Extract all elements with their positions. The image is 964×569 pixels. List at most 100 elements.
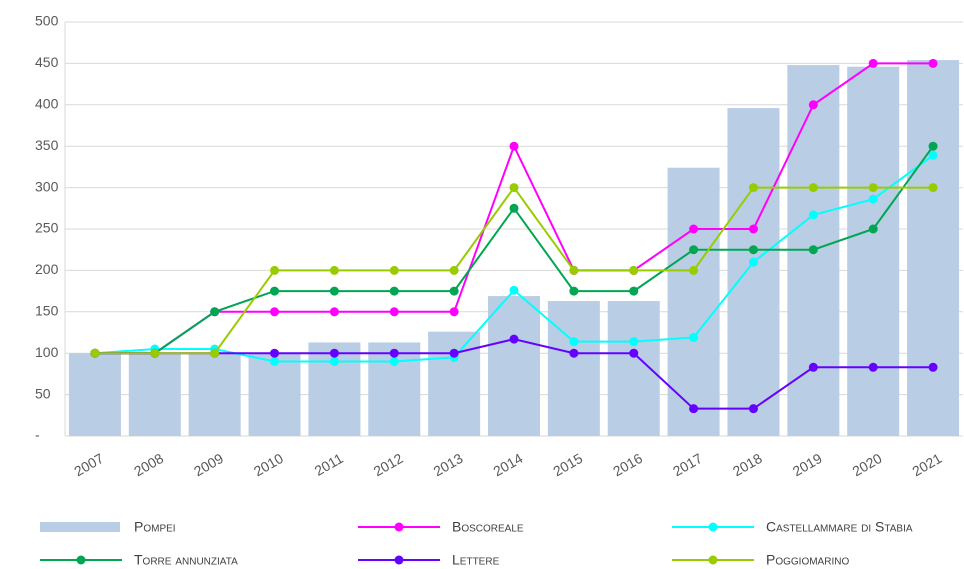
x-tick-label: 2021: [909, 450, 944, 480]
marker: [449, 286, 459, 296]
marker: [389, 307, 399, 317]
marker: [808, 362, 818, 372]
x-tick-label: 2014: [490, 450, 525, 480]
bar: [847, 66, 900, 436]
marker: [868, 362, 878, 372]
bar: [607, 301, 660, 436]
bar: [68, 353, 121, 436]
marker: [808, 183, 818, 193]
marker: [509, 141, 519, 151]
x-tick-label: 2017: [670, 450, 705, 480]
marker: [629, 337, 639, 347]
marker: [389, 348, 399, 358]
marker: [928, 150, 938, 160]
marker: [748, 183, 758, 193]
bar: [248, 353, 301, 436]
x-tick-label: 2015: [550, 450, 585, 480]
marker: [329, 356, 339, 366]
marker: [629, 348, 639, 358]
legend-marker: [708, 522, 718, 532]
y-tick-label: 150: [35, 303, 59, 319]
legend-marker: [394, 555, 404, 565]
marker: [509, 334, 519, 344]
marker: [210, 348, 220, 358]
y-tick-label: 450: [35, 54, 59, 70]
marker: [509, 183, 519, 193]
bar: [188, 353, 241, 436]
marker: [90, 348, 100, 358]
bar: [428, 331, 481, 436]
marker: [689, 224, 699, 234]
x-tick-label: 2007: [71, 450, 106, 480]
bar: [667, 167, 720, 436]
legend-label: Lettere: [452, 552, 500, 568]
legend-label: Poggiomarino: [766, 552, 849, 568]
marker: [329, 348, 339, 358]
marker: [270, 356, 280, 366]
marker: [748, 404, 758, 414]
marker: [808, 100, 818, 110]
y-tick-label: 300: [35, 178, 59, 194]
y-tick-label: 400: [35, 96, 59, 112]
legend-marker: [394, 522, 404, 532]
marker: [270, 307, 280, 317]
x-tick-label: 2018: [730, 450, 765, 480]
x-tick-label: 2009: [191, 450, 226, 480]
marker: [689, 332, 699, 342]
marker: [928, 141, 938, 151]
marker: [808, 245, 818, 255]
y-tick-label: 100: [35, 344, 59, 360]
marker: [868, 183, 878, 193]
x-tick-label: 2008: [131, 450, 166, 480]
marker: [808, 210, 818, 220]
marker: [629, 286, 639, 296]
bar: [488, 296, 540, 436]
y-tick-label: -: [35, 427, 40, 443]
marker: [210, 307, 220, 317]
marker: [270, 265, 280, 275]
marker: [868, 58, 878, 68]
legend-marker: [76, 555, 86, 565]
legend-marker: [708, 555, 718, 565]
marker: [928, 183, 938, 193]
legend-label: Boscoreale: [452, 519, 524, 535]
marker: [689, 265, 699, 275]
marker: [569, 348, 579, 358]
x-tick-label: 2019: [790, 450, 825, 480]
legend-label: Torre annunziata: [134, 552, 238, 568]
marker: [748, 257, 758, 267]
marker: [270, 348, 280, 358]
marker: [509, 203, 519, 213]
legend-swatch: [40, 522, 120, 532]
legend-label: Pompei: [134, 519, 176, 535]
bar: [128, 353, 181, 436]
marker: [868, 194, 878, 204]
marker: [748, 224, 758, 234]
x-tick-label: 2020: [850, 450, 885, 480]
bar: [547, 301, 600, 436]
marker: [329, 286, 339, 296]
marker: [329, 307, 339, 317]
marker: [449, 348, 459, 358]
marker: [569, 265, 579, 275]
marker: [389, 265, 399, 275]
marker: [689, 404, 699, 414]
marker: [270, 286, 280, 296]
marker: [569, 337, 579, 347]
marker: [629, 265, 639, 275]
marker: [928, 58, 938, 68]
marker: [329, 265, 339, 275]
marker: [509, 285, 519, 295]
bar: [907, 60, 960, 436]
marker: [389, 286, 399, 296]
x-tick-label: 2013: [431, 450, 466, 480]
x-tick-label: 2016: [610, 450, 645, 480]
marker: [449, 265, 459, 275]
y-tick-label: 500: [35, 13, 59, 29]
marker: [150, 348, 160, 358]
x-tick-label: 2012: [371, 450, 406, 480]
bar: [727, 108, 780, 436]
marker: [569, 286, 579, 296]
y-tick-label: 50: [35, 385, 51, 401]
